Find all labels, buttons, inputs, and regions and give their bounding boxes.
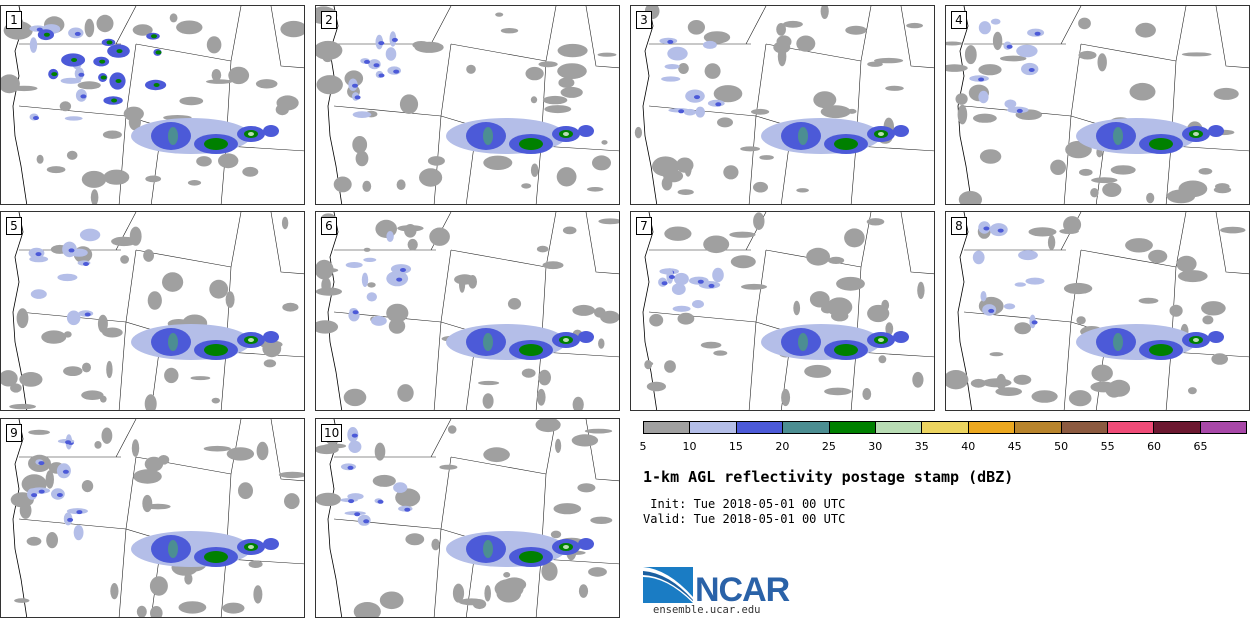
- colorbar-segment: [736, 422, 784, 433]
- reflectivity-map: [642, 212, 934, 410]
- reflectivity-map: [316, 212, 619, 410]
- colorbar-segment: [1200, 422, 1247, 433]
- member-number: 5: [6, 217, 22, 235]
- colorbar-tick-label: 50: [1054, 440, 1069, 453]
- ensemble-member-panel: 4: [945, 5, 1250, 205]
- member-number: 2: [321, 11, 337, 29]
- member-number: 3: [636, 11, 652, 29]
- ensemble-member-panel: 2: [315, 5, 620, 205]
- ensemble-member-panel: 7: [630, 211, 935, 411]
- valid-time: Valid: Tue 2018-05-01 00 UTC: [643, 512, 846, 526]
- colorbar-segment: [690, 422, 737, 433]
- colorbar-segment: [922, 422, 969, 433]
- ensemble-member-panel: 10: [315, 418, 620, 618]
- colorbar-segment: [875, 422, 923, 433]
- colorbar-tick-label: 10: [682, 440, 697, 453]
- member-number: 9: [6, 424, 22, 442]
- reflectivity-map: [946, 6, 1249, 204]
- reflectivity-colorbar: [643, 421, 1247, 434]
- ensemble-member-panel: 6: [315, 211, 620, 411]
- colorbar-tick-label: 55: [1100, 440, 1115, 453]
- colorbar-segment: [968, 422, 1016, 433]
- ensemble-member-panel: 5: [0, 211, 305, 411]
- colorbar-tick-label: 25: [821, 440, 836, 453]
- reflectivity-map: [316, 419, 619, 617]
- member-number: 4: [951, 11, 967, 29]
- colorbar-tick-label: 5: [639, 440, 647, 453]
- colorbar-segment: [1061, 422, 1108, 433]
- member-number: 8: [951, 217, 967, 235]
- ensemble-member-panel: 8: [945, 211, 1250, 411]
- ensemble-member-panel: 9: [0, 418, 305, 618]
- reflectivity-map: [1, 6, 304, 204]
- colorbar-tick-label: 15: [728, 440, 743, 453]
- reflectivity-map: [946, 212, 1249, 410]
- colorbar-segment: [1154, 422, 1201, 433]
- ensemble-member-panel: 1: [0, 5, 305, 205]
- ncar-logo: NCAR: [643, 567, 791, 607]
- figure-title: 1-km AGL reflectivity postage stamp (dBZ…: [643, 468, 1014, 486]
- reflectivity-map: [634, 6, 934, 204]
- member-number: 10: [321, 424, 343, 442]
- colorbar-segment: [783, 422, 830, 433]
- ncar-logo-text: NCAR: [695, 571, 790, 607]
- logo-url: ensemble.ucar.edu: [653, 604, 761, 616]
- colorbar-segment: [829, 422, 876, 433]
- ensemble-member-panel: 3: [630, 5, 935, 205]
- colorbar-tick-label: 35: [914, 440, 929, 453]
- reflectivity-map: [10, 419, 304, 617]
- member-number: 6: [321, 217, 337, 235]
- member-number: 1: [6, 11, 22, 29]
- colorbar-tick-label: 60: [1147, 440, 1162, 453]
- init-time: Init: Tue 2018-05-01 00 UTC: [643, 497, 846, 511]
- member-number: 7: [636, 217, 652, 235]
- colorbar-tick-label: 20: [775, 440, 790, 453]
- colorbar-segment: [1107, 422, 1155, 433]
- colorbar-tick-label: 40: [961, 440, 976, 453]
- reflectivity-map: [316, 6, 619, 204]
- colorbar-tick-label: 45: [1007, 440, 1022, 453]
- colorbar-segment: [1015, 422, 1062, 433]
- colorbar-segment: [644, 422, 691, 433]
- colorbar-tick-label: 30: [868, 440, 883, 453]
- reflectivity-map: [1, 212, 304, 410]
- colorbar-tick-label: 65: [1193, 440, 1208, 453]
